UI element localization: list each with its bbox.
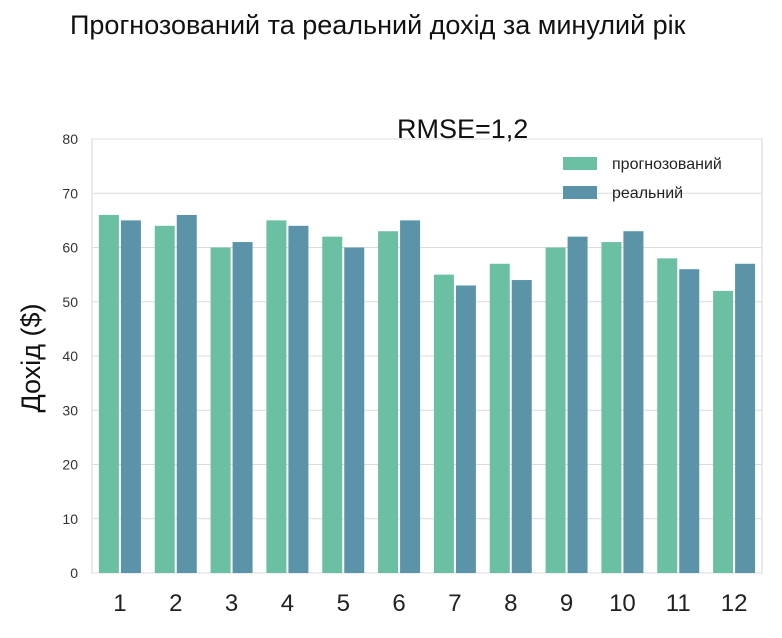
grid-lines [91,138,763,574]
bar-actual-5 [344,247,365,573]
x-tick-label: 7 [448,590,461,617]
y-tick-label: 0 [70,565,78,581]
bar-actual-7 [455,285,476,573]
bar-actual-8 [511,280,532,573]
bar-actual-4 [288,225,309,574]
y-axis-ticks: 0 10 20 30 40 50 60 70 80 [62,131,78,581]
bar-actual-12 [735,263,756,573]
y-tick-label: 30 [62,402,78,418]
chart-title: Прогнозований та реальний дохід за минул… [70,10,686,40]
y-tick-label: 60 [62,240,78,256]
y-tick-label: 10 [62,511,78,527]
bar-actual-10 [623,231,644,573]
x-tick-label: 8 [504,590,517,617]
rmse-annotation: RMSE=1,2 [397,114,528,144]
y-axis-label: Дохід ($) [16,303,46,412]
bar-actual-1 [120,220,141,573]
bar-actual-6 [400,220,421,573]
bar-actual-3 [232,242,253,573]
legend-entry: реальний [612,185,683,202]
bar-forecast-4 [266,220,287,573]
bar-forecast-9 [545,247,566,573]
x-tick-label: 1 [113,590,126,617]
bar-forecast-1 [98,214,119,573]
y-tick-label: 40 [62,348,78,364]
y-tick-label: 70 [62,185,78,201]
bar-actual-9 [567,236,588,573]
bar-forecast-2 [154,225,175,574]
legend-swatch [563,186,597,199]
legend-swatch [563,157,597,170]
legend-entry: прогнозований [612,156,722,173]
x-tick-label: 10 [609,590,636,617]
bar-forecast-12 [713,290,734,573]
bar-forecast-8 [489,263,510,573]
x-axis-ticks: 1 2 3 4 5 6 7 8 9 10 11 12 [113,590,747,617]
bar-actual-2 [176,214,197,573]
x-tick-label: 9 [560,590,573,617]
x-tick-label: 3 [225,590,238,617]
bar-forecast-3 [210,247,231,573]
x-tick-label: 4 [281,590,294,617]
bar-forecast-10 [601,242,622,573]
bar-forecast-5 [322,236,343,573]
y-tick-label: 20 [62,457,78,473]
bar-actual-11 [679,269,700,573]
bar-forecast-6 [378,231,399,573]
bar-forecast-11 [657,258,678,573]
x-tick-label: 5 [337,590,350,617]
x-tick-label: 12 [721,590,748,617]
legend: прогнозований реальний [563,156,722,202]
x-tick-label: 2 [169,590,182,617]
y-tick-label: 50 [62,294,78,310]
y-tick-label: 80 [62,131,78,147]
bars [98,214,756,574]
x-tick-label: 11 [666,590,691,617]
bar-forecast-7 [433,274,454,573]
x-tick-label: 6 [392,590,405,617]
